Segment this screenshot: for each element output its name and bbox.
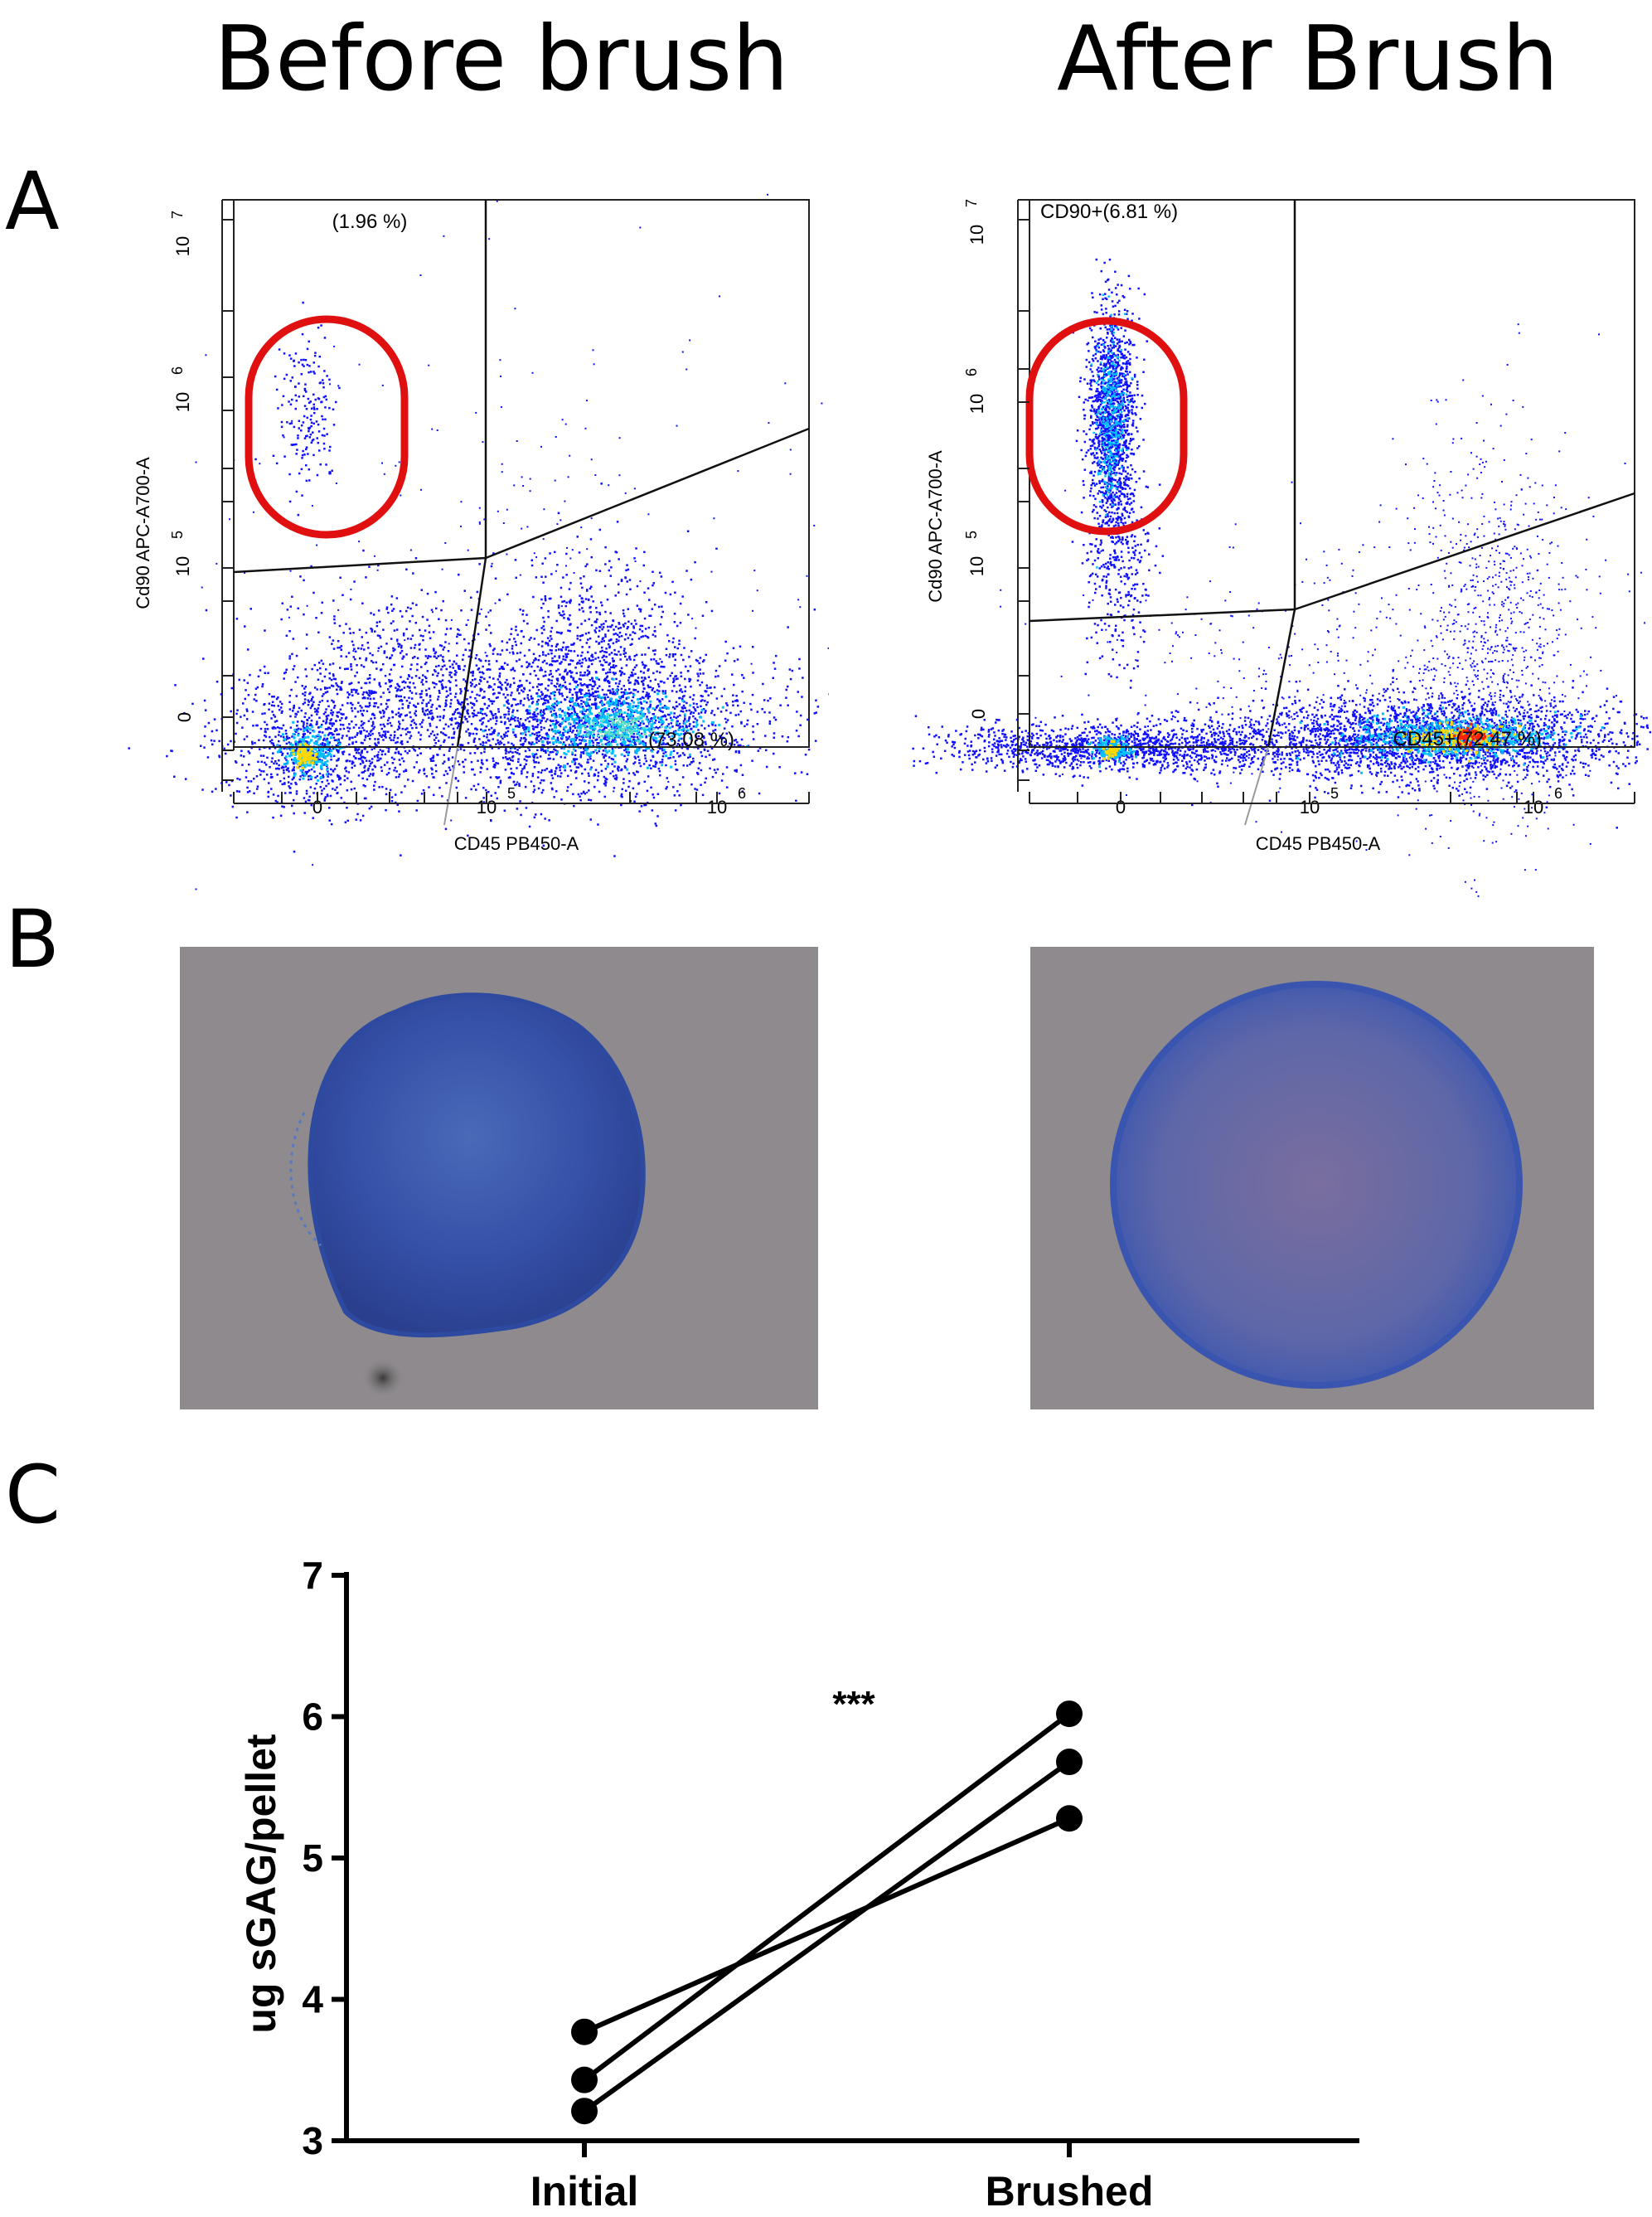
axis-ticks-before	[221, 199, 810, 804]
y-tick-0: 0	[968, 709, 989, 719]
series-line	[583, 1711, 1071, 2083]
panel-a-label: A	[5, 155, 60, 248]
micrograph-before	[180, 947, 818, 1409]
panel-c-label: C	[5, 1448, 61, 1541]
x-tick-5: 105	[477, 785, 516, 817]
after-brush-title: After Brush	[1057, 7, 1559, 111]
panel-b-label: B	[5, 893, 60, 986]
x-axis-label: CD45 PB450-A	[1256, 833, 1381, 854]
y-tick-7: 107	[169, 211, 193, 256]
x-axis-label: CD45 PB450-A	[454, 833, 579, 854]
x-tick-0: 0	[1116, 797, 1126, 817]
x-tick-label: Brushed	[986, 2168, 1154, 2215]
data-point	[571, 2066, 598, 2093]
y-axis-label: Cd90 APC-A700-A	[925, 450, 946, 603]
gate-label-bottom: CD45+(72.47 %)	[1393, 728, 1542, 750]
tissue-pellet-after	[1110, 981, 1523, 1389]
x-tick-0: 0	[312, 797, 322, 817]
flow-plot-after: CD90+(6.81 %) CD45+(72.47 %) Cd90 APC-A7…	[912, 199, 1652, 897]
x-tick-6: 106	[707, 785, 746, 817]
y-tick-5: 105	[169, 531, 193, 576]
y-tick-label: 3	[302, 2119, 323, 2162]
x-tick-5: 105	[1300, 785, 1339, 817]
axis-ticks-after	[1017, 199, 1635, 804]
before-brush-title: Before brush	[214, 7, 789, 111]
significance-annotation: ***	[832, 1684, 875, 1725]
tissue-pellet-before	[289, 992, 646, 1398]
data-point	[1056, 1700, 1083, 1728]
y-tick-label: 4	[302, 1978, 323, 2021]
y-ticks: 3 4 5 6 7	[302, 1554, 346, 2162]
micrograph-after	[1030, 947, 1594, 1409]
gate-label-top: CD90+(6.81 %)	[1040, 201, 1178, 223]
y-tick-6: 106	[169, 366, 193, 412]
y-tick-7: 107	[963, 199, 987, 245]
data-point	[1056, 1805, 1083, 1832]
x-tick-label: Initial	[530, 2168, 639, 2215]
series-line	[583, 1816, 1071, 2035]
scatter-cloud-after	[912, 258, 1652, 897]
y-axis-label: Cd90 APC-A700-A	[133, 457, 153, 609]
y-tick-5: 105	[963, 531, 987, 576]
y-axis-label: ug sGAG/pellet	[238, 1734, 284, 2034]
y-tick-0: 0	[174, 712, 195, 722]
flow-plot-before: (1.96 %) (73.08 %) Cd90 APC-A700-A 107 1…	[128, 193, 829, 890]
y-tick-label: 5	[302, 1836, 323, 1880]
data-point	[571, 2098, 598, 2125]
scatter-cloud-before	[128, 193, 829, 890]
series-group	[571, 1700, 1083, 2125]
gate-label-top: (1.96 %)	[332, 211, 408, 233]
data-point	[1056, 1749, 1083, 1776]
y-tick-label: 7	[302, 1554, 323, 1597]
sgag-chart: 3 4 5 6 7 Initial Brushed ug sGAG/pellet ***	[238, 1554, 1359, 2215]
y-tick-label: 6	[302, 1695, 323, 1739]
data-point	[571, 2018, 598, 2045]
x-ticks: Initial Brushed	[530, 2141, 1154, 2215]
series-line	[583, 1759, 1071, 2113]
gate-label-bottom: (73.08 %)	[648, 729, 734, 751]
y-tick-6: 106	[963, 368, 987, 414]
x-tick-6: 106	[1524, 785, 1562, 817]
